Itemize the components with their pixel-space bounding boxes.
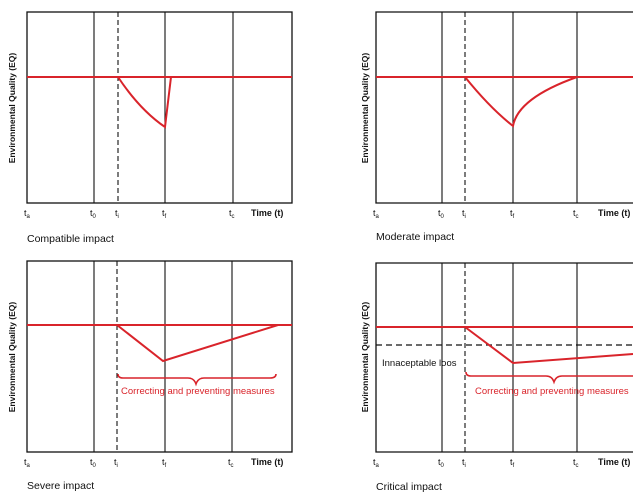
plot-frame <box>26 11 293 204</box>
tick-ti: ti <box>462 208 466 220</box>
y-axis-label: Environmental Quality (EQ) <box>7 302 17 413</box>
plot-frame <box>26 260 293 453</box>
tick-tf: tf <box>510 208 515 220</box>
tick-ti: ti <box>115 208 119 220</box>
tick-ti: ti <box>462 457 466 469</box>
tick-tf: tf <box>162 457 167 469</box>
panel-title: Severe impact <box>27 480 94 492</box>
x-axis-label: Time (t) <box>598 208 630 218</box>
tick-tc: tc <box>573 208 579 220</box>
impact-curve <box>116 324 279 363</box>
panel-title: Critical impact <box>376 481 442 493</box>
threshold-label: Innaceptable loos <box>382 358 457 369</box>
tick-ta: ta <box>373 208 380 220</box>
tick-ta: ta <box>24 208 31 220</box>
panel-severe: Correcting and preventing measures Envir… <box>7 260 293 492</box>
tick-t0: t0 <box>438 208 445 220</box>
plot-frame <box>375 11 633 204</box>
tick-t0: t0 <box>90 457 97 469</box>
measures-brace <box>465 371 633 385</box>
impact-curve <box>117 76 172 129</box>
panel-title: Moderate impact <box>376 231 454 243</box>
tick-ta: ta <box>24 457 31 469</box>
tick-tc: tc <box>228 457 234 469</box>
measures-brace <box>117 373 277 387</box>
panel-moderate: Environmental Quality (EQ) ta t0 ti tf t… <box>360 11 633 243</box>
panel-critical: Innaceptable loos Correcting and prevent… <box>360 262 633 493</box>
brace-label: Correcting and preventing measures <box>121 386 275 397</box>
plot-frame <box>375 262 633 453</box>
tick-t0: t0 <box>90 208 97 220</box>
tick-tf: tf <box>162 208 167 220</box>
tick-t0: t0 <box>438 457 445 469</box>
x-axis-label: Time (t) <box>251 457 283 467</box>
tick-tc: tc <box>573 457 579 469</box>
y-axis-label: Environmental Quality (EQ) <box>360 302 370 413</box>
tick-ti: ti <box>114 457 118 469</box>
panel-compatible: Environmental Quality (EQ) ta t0 ti tf t… <box>7 11 293 245</box>
panel-title: Compatible impact <box>27 233 114 245</box>
y-axis-label: Environmental Quality (EQ) <box>7 53 17 164</box>
x-axis-label: Time (t) <box>251 208 283 218</box>
impact-curve <box>464 326 633 365</box>
tick-tf: tf <box>510 457 515 469</box>
brace-label: Correcting and preventing measures <box>475 386 629 397</box>
x-axis-label: Time (t) <box>598 457 630 467</box>
impact-curve <box>464 76 578 128</box>
y-axis-label: Environmental Quality (EQ) <box>360 53 370 164</box>
tick-tc: tc <box>229 208 235 220</box>
tick-ta: ta <box>373 457 380 469</box>
